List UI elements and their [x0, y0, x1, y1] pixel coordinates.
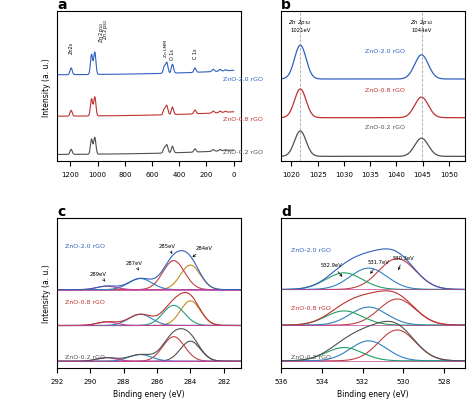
Text: Zn2s: Zn2s	[69, 42, 73, 54]
Text: ZnO-0.8 rGO: ZnO-0.8 rGO	[291, 305, 331, 310]
X-axis label: Binding enery (eV): Binding enery (eV)	[337, 389, 409, 398]
Text: 289eV: 289eV	[90, 272, 107, 281]
Text: O 1s: O 1s	[170, 49, 175, 60]
Text: c: c	[57, 204, 65, 218]
Text: ZnO-2.0 rGO: ZnO-2.0 rGO	[291, 248, 331, 253]
Y-axis label: Intensity (a. u.): Intensity (a. u.)	[42, 264, 51, 323]
Text: 531.7eV: 531.7eV	[368, 260, 390, 274]
Text: ZnO-0.2 rGO: ZnO-0.2 rGO	[224, 150, 264, 155]
Text: 530.3eV: 530.3eV	[392, 255, 414, 270]
Y-axis label: Intensity (a. u.): Intensity (a. u.)	[42, 58, 51, 116]
Text: 1044eV: 1044eV	[411, 28, 432, 33]
Text: ZnO-2.0 rGO: ZnO-2.0 rGO	[65, 244, 105, 249]
Text: ZnO-0.2 rGO: ZnO-0.2 rGO	[291, 355, 331, 360]
Text: Zn 2p$_{3/2}$: Zn 2p$_{3/2}$	[101, 19, 110, 40]
Text: 532.9eV: 532.9eV	[321, 262, 343, 276]
Text: 285eV: 285eV	[158, 243, 175, 254]
X-axis label: Binding enery (eV): Binding enery (eV)	[113, 389, 184, 398]
Text: ZnO-0.8 rGO: ZnO-0.8 rGO	[65, 299, 105, 304]
Text: d: d	[281, 204, 291, 218]
Text: Zn 2p$_{1/2}$: Zn 2p$_{1/2}$	[98, 21, 106, 43]
Text: Zn 2p$_{3/2}$: Zn 2p$_{3/2}$	[288, 18, 312, 27]
Text: Zn 2p$_{1/2}$: Zn 2p$_{1/2}$	[410, 18, 433, 27]
Text: Zn LMM: Zn LMM	[164, 40, 168, 57]
Text: C 1s: C 1s	[192, 48, 198, 58]
Text: b: b	[281, 0, 291, 12]
Text: ZnO-2.0 rGO: ZnO-2.0 rGO	[365, 49, 405, 54]
Text: 284eV: 284eV	[193, 245, 212, 257]
Text: a: a	[57, 0, 66, 12]
Text: 1021eV: 1021eV	[290, 28, 310, 33]
Text: ZnO-0.8 rGO: ZnO-0.8 rGO	[224, 117, 264, 121]
Text: 287eV: 287eV	[125, 260, 142, 270]
Text: ZnO-0.2 rGO: ZnO-0.2 rGO	[65, 354, 105, 359]
Text: ZnO-2.0 rGO: ZnO-2.0 rGO	[224, 76, 264, 82]
Text: ZnO-0.8 rGO: ZnO-0.8 rGO	[365, 88, 405, 93]
Text: ZnO-0.2 rGO: ZnO-0.2 rGO	[365, 125, 405, 130]
